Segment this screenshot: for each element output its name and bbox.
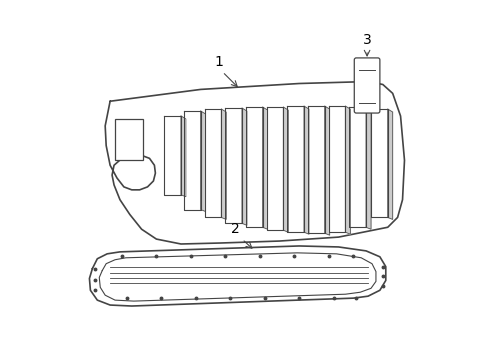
Polygon shape — [348, 107, 366, 227]
Polygon shape — [304, 106, 308, 234]
Polygon shape — [200, 111, 205, 212]
Polygon shape — [245, 107, 262, 227]
Polygon shape — [89, 246, 385, 306]
Polygon shape — [307, 106, 324, 233]
Text: 1: 1 — [214, 55, 223, 69]
Polygon shape — [181, 116, 185, 197]
Polygon shape — [262, 107, 267, 229]
FancyBboxPatch shape — [353, 58, 379, 113]
Polygon shape — [164, 116, 181, 195]
Polygon shape — [324, 106, 329, 235]
Polygon shape — [204, 109, 221, 217]
Polygon shape — [183, 111, 200, 210]
Polygon shape — [266, 107, 283, 230]
Polygon shape — [387, 109, 392, 219]
Polygon shape — [225, 108, 242, 223]
Polygon shape — [221, 109, 226, 219]
Bar — [115, 119, 142, 160]
Polygon shape — [328, 106, 345, 232]
Polygon shape — [287, 106, 304, 232]
Polygon shape — [242, 108, 246, 225]
Polygon shape — [283, 107, 288, 232]
Polygon shape — [370, 109, 387, 217]
Text: 3: 3 — [362, 33, 371, 47]
Polygon shape — [105, 82, 404, 244]
Polygon shape — [345, 106, 349, 234]
Polygon shape — [366, 107, 370, 229]
Text: 2: 2 — [230, 222, 239, 236]
